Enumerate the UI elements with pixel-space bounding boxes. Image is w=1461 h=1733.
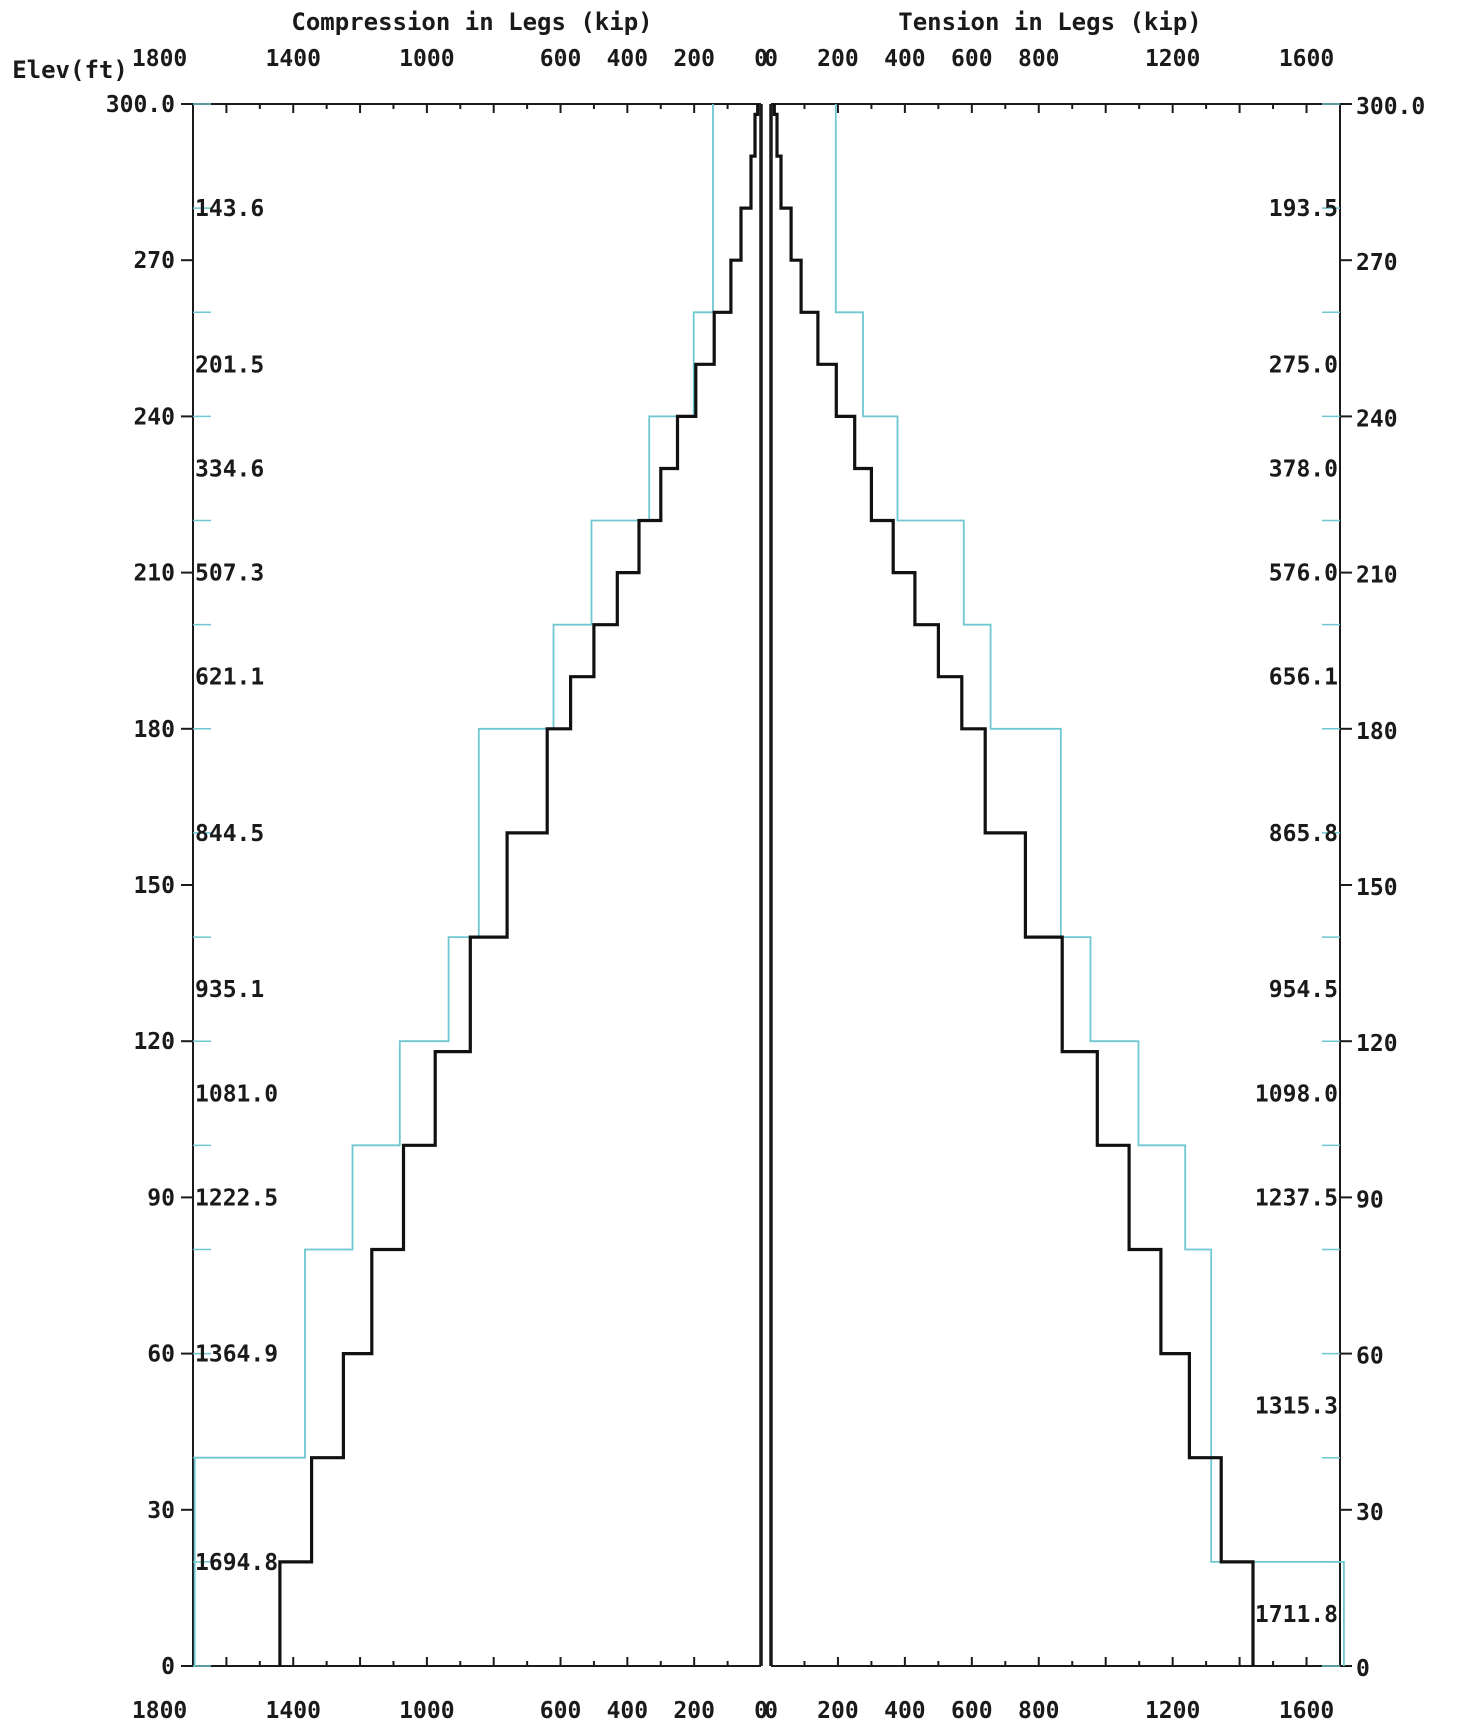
elevation-axis-title: Elev(ft) [12,56,128,84]
elevation-tick-label-right: 240 [1356,406,1398,432]
tension-capacity-label: 954.5 [1269,977,1338,1003]
tension-capacity-label: 1237.5 [1255,1185,1338,1211]
compression-tick-label-top: 0 [754,46,768,72]
tension-capacity-label: 865.8 [1269,821,1338,847]
tension-tick-label-top: 0 [764,46,778,72]
compression-capacity-label: 935.1 [195,977,264,1003]
compression-tick-label-top: 1000 [399,46,454,72]
compression-capacity-label: 507.3 [195,561,264,587]
elevation-tick-label-left: 180 [133,717,175,743]
elevation-tick-label-left: 270 [133,248,175,274]
compression-capacity-label: 1694.8 [195,1550,278,1576]
tension-capacity-label: 378.0 [1269,456,1338,482]
compression-capacity-label: 334.6 [195,456,264,482]
elevation-tick-label-left: 60 [147,1342,175,1368]
series-line-tension-capacity [834,104,1345,1666]
compression-capacity-label: 201.5 [195,352,264,378]
tension-tick-label-top: 400 [884,46,926,72]
compression-capacity-label: 844.5 [195,821,264,847]
elevation-tick-label-right: 150 [1356,875,1398,901]
compression-tick-label-bottom: 400 [607,1698,649,1724]
compression-capacity-label: 143.6 [195,196,264,222]
compression-tick-label-bottom: 600 [540,1698,582,1724]
compression-capacity-label: 1081.0 [195,1081,278,1107]
elevation-tick-label-left: 120 [133,1029,175,1055]
elevation-tick-label-right: 90 [1356,1187,1384,1213]
elevation-tick-label-right: 180 [1356,719,1398,745]
compression-tick-label-top: 600 [540,46,582,72]
tension-capacity-label: 656.1 [1269,665,1338,691]
elevation-tick-label-left: 300.0 [106,92,175,118]
elevation-tick-label-right: 300.0 [1356,94,1425,120]
compression-tick-label-bottom: 1400 [266,1698,321,1724]
compression-capacity-label: 1222.5 [195,1185,278,1211]
tension-axis-title: Tension in Legs (kip) [898,8,1201,36]
plot-frame [181,103,1352,1667]
tension-capacity-label: 193.5 [1269,196,1338,222]
elevation-tick-label-right: 0 [1356,1656,1370,1682]
compression-tick-label-top: 200 [673,46,715,72]
tension-capacity-label: 1315.3 [1255,1394,1338,1420]
compression-axis-title: Compression in Legs (kip) [291,8,652,36]
tension-tick-label-top: 1600 [1279,46,1334,72]
compression-capacity-label: 1364.9 [195,1342,278,1368]
tension-tick-label-bottom: 200 [817,1698,859,1724]
tension-tick-label-bottom: 0 [764,1698,778,1724]
tension-tick-label-top: 800 [1018,46,1060,72]
tension-capacity-label: 275.0 [1269,352,1338,378]
elevation-tick-label-right: 210 [1356,563,1398,589]
compression-capacity-label: 621.1 [195,665,264,691]
elevation-tick-label-right: 120 [1356,1031,1398,1057]
tension-tick-label-bottom: 400 [884,1698,926,1724]
elevation-tick-label-right: 30 [1356,1500,1384,1526]
series-line-compression-capacity [193,104,714,1666]
elevation-tick-label-left: 0 [161,1654,175,1680]
compression-tick-label-bottom: 200 [673,1698,715,1724]
tension-capacity-label: 576.0 [1269,561,1338,587]
tension-tick-label-top: 600 [951,46,993,72]
elevation-tick-label-left: 30 [147,1498,175,1524]
elevation-tick-label-left: 90 [147,1185,175,1211]
series-line-tension-demand [772,104,1255,1666]
tension-tick-label-bottom: 1200 [1145,1698,1200,1724]
tension-capacity-label: 1711.8 [1255,1602,1338,1628]
elevation-tick-label-left: 150 [133,873,175,899]
series-line-compression-demand [278,104,760,1666]
compression-tick-label-bottom: 0 [754,1698,768,1724]
elevation-tick-label-right: 270 [1356,250,1398,276]
compression-tick-label-bottom: 1000 [399,1698,454,1724]
tension-tick-label-bottom: 600 [951,1698,993,1724]
tension-tick-label-top: 200 [817,46,859,72]
tension-tick-label-top: 1200 [1145,46,1200,72]
plot-labels: 1800180014001400100010006006004004002002… [106,46,1426,1724]
compression-tick-label-top: 400 [607,46,649,72]
elevation-tick-label-left: 210 [133,561,175,587]
compression-tick-label-top: 1400 [266,46,321,72]
compression-tick-label-top: 1800 [132,46,187,72]
tension-tick-label-bottom: 800 [1018,1698,1060,1724]
plot-series [193,104,1345,1666]
compression-tick-label-bottom: 1800 [132,1698,187,1724]
tension-tick-label-bottom: 1600 [1279,1698,1334,1724]
tension-capacity-label: 1098.0 [1255,1081,1338,1107]
elevation-tick-label-left: 240 [133,404,175,430]
elevation-tick-label-right: 60 [1356,1344,1384,1370]
